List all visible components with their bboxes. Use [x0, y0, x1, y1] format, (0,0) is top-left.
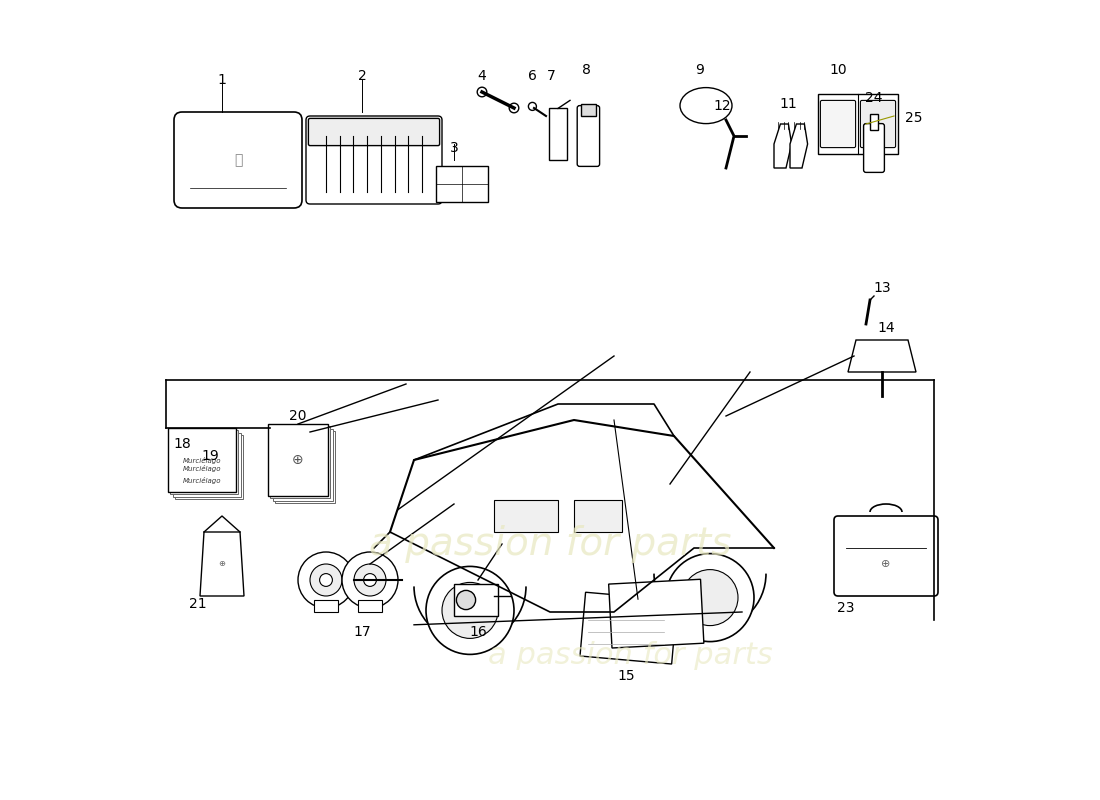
Bar	[268, 424, 328, 496]
Text: 4: 4	[477, 69, 486, 83]
Circle shape	[682, 570, 738, 626]
Text: Murciélago: Murciélago	[183, 477, 221, 483]
Bar	[173, 433, 241, 497]
Text: 2: 2	[358, 69, 366, 83]
Text: 7: 7	[547, 69, 556, 83]
Polygon shape	[200, 532, 244, 596]
Bar	[818, 94, 898, 154]
Text: ⊕: ⊕	[219, 559, 225, 569]
Text: 10: 10	[829, 62, 847, 77]
Bar	[273, 429, 333, 501]
Text: 11: 11	[780, 97, 798, 111]
Circle shape	[320, 574, 332, 586]
Bar	[494, 500, 558, 532]
Text: 13: 13	[873, 281, 891, 295]
Bar	[314, 600, 338, 612]
Bar	[581, 104, 595, 116]
Text: 15: 15	[617, 669, 635, 683]
Bar	[271, 426, 330, 498]
Bar	[870, 114, 878, 130]
Text: 20: 20	[289, 409, 307, 423]
FancyBboxPatch shape	[578, 106, 600, 166]
FancyBboxPatch shape	[864, 123, 884, 172]
FancyBboxPatch shape	[308, 118, 440, 146]
Circle shape	[342, 552, 398, 608]
Circle shape	[298, 552, 354, 608]
Circle shape	[354, 564, 386, 596]
Text: 1: 1	[218, 73, 227, 87]
Text: 14: 14	[877, 321, 894, 335]
Text: 18: 18	[173, 437, 191, 451]
Bar	[168, 428, 236, 492]
FancyBboxPatch shape	[834, 516, 938, 596]
Text: ⊕: ⊕	[881, 559, 891, 569]
Bar	[436, 166, 488, 202]
FancyBboxPatch shape	[174, 112, 302, 208]
Bar	[275, 431, 336, 503]
Bar	[608, 579, 704, 648]
Bar	[574, 500, 622, 532]
Text: a passion for parts: a passion for parts	[487, 642, 772, 670]
Bar	[170, 430, 239, 494]
Text: a passion for parts: a passion for parts	[368, 525, 732, 563]
Circle shape	[456, 590, 475, 610]
Text: Murciélago: Murciélago	[183, 457, 221, 463]
Text: 9: 9	[695, 63, 704, 78]
Text: 6: 6	[528, 69, 537, 83]
Bar	[454, 584, 498, 616]
Circle shape	[442, 582, 498, 638]
Text: 25: 25	[905, 110, 923, 125]
FancyBboxPatch shape	[306, 116, 442, 204]
FancyBboxPatch shape	[821, 100, 856, 147]
Text: 21: 21	[189, 597, 207, 611]
FancyBboxPatch shape	[860, 100, 895, 147]
Circle shape	[477, 87, 487, 97]
Polygon shape	[848, 340, 916, 372]
Text: 23: 23	[837, 601, 855, 615]
Ellipse shape	[680, 88, 732, 123]
Text: 🔱: 🔱	[234, 153, 242, 167]
Circle shape	[509, 103, 519, 113]
Circle shape	[426, 566, 514, 654]
Bar	[580, 592, 678, 664]
Circle shape	[364, 574, 376, 586]
Circle shape	[528, 102, 537, 110]
Text: Murciélago: Murciélago	[183, 465, 221, 471]
Polygon shape	[790, 124, 807, 168]
Circle shape	[310, 564, 342, 596]
Text: 24: 24	[866, 90, 882, 105]
Text: 3: 3	[450, 141, 459, 155]
Text: 12: 12	[713, 99, 730, 114]
Text: 8: 8	[582, 63, 591, 78]
Bar	[358, 600, 382, 612]
Text: 17: 17	[353, 625, 371, 639]
Bar	[549, 108, 566, 160]
Text: 19: 19	[201, 449, 219, 463]
Bar	[175, 435, 243, 499]
Circle shape	[666, 554, 754, 642]
Text: 16: 16	[469, 625, 487, 639]
Text: ⊕: ⊕	[293, 453, 304, 467]
Polygon shape	[774, 124, 792, 168]
